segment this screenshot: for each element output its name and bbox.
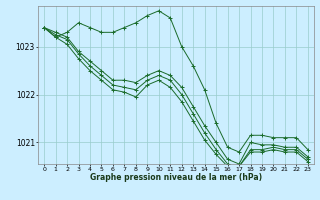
X-axis label: Graphe pression niveau de la mer (hPa): Graphe pression niveau de la mer (hPa)	[90, 173, 262, 182]
